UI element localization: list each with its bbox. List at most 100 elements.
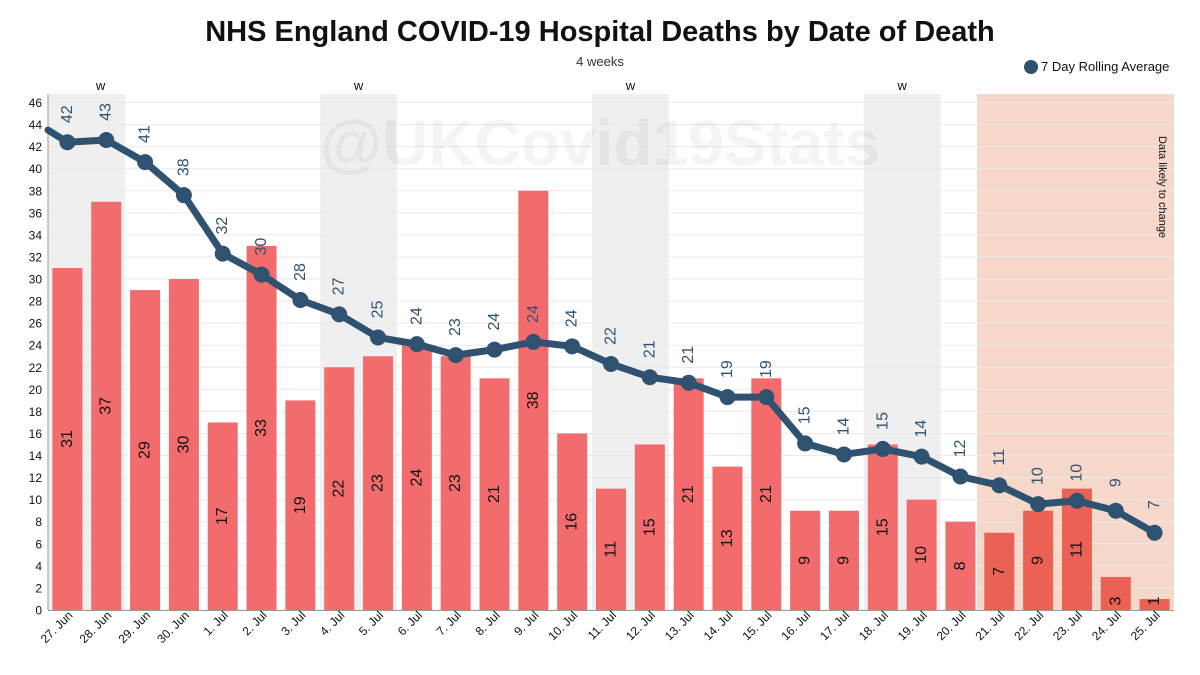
x-tick-label: 7. Jul xyxy=(434,608,464,638)
bar xyxy=(401,345,432,610)
bar xyxy=(1061,488,1092,610)
bar xyxy=(634,444,665,610)
rolling-average-label: 22 xyxy=(603,327,620,345)
bar xyxy=(945,521,976,610)
bar xyxy=(673,378,704,610)
x-tick-label: 2. Jul xyxy=(239,608,269,638)
y-tick-label: 22 xyxy=(29,361,43,375)
bar-value-label: 31 xyxy=(59,430,76,448)
y-tick-label: 0 xyxy=(35,604,42,618)
rolling-average-point xyxy=(292,291,309,308)
x-tick-label: 30. Jun xyxy=(154,608,192,646)
y-tick-label: 2 xyxy=(35,581,42,595)
bar xyxy=(285,400,316,610)
bar xyxy=(557,433,588,610)
x-tick-label: 19. Jul xyxy=(895,608,930,643)
bar-value-label: 21 xyxy=(758,485,775,503)
bar-value-label: 21 xyxy=(486,485,503,503)
rolling-average-point xyxy=(797,435,814,452)
rolling-average-label: 43 xyxy=(98,103,115,121)
x-tick-label: 9. Jul xyxy=(511,608,541,638)
bar xyxy=(479,378,510,610)
rolling-average-point xyxy=(1146,524,1163,541)
rolling-average-label: 27 xyxy=(331,277,348,295)
rolling-average-label: 21 xyxy=(680,346,697,364)
bar xyxy=(751,378,782,610)
y-tick-label: 8 xyxy=(35,515,42,529)
x-tick-label: 16. Jul xyxy=(778,608,813,643)
rolling-average-point xyxy=(680,374,697,391)
bar-value-label: 15 xyxy=(874,518,891,536)
rolling-average-point xyxy=(525,333,542,350)
x-tick-label: 8. Jul xyxy=(472,608,502,638)
x-tick-label: 23. Jul xyxy=(1050,608,1085,643)
y-tick-label: 18 xyxy=(29,405,43,419)
bar xyxy=(1023,510,1054,610)
bar xyxy=(1100,576,1131,610)
rolling-average-label: 24 xyxy=(564,309,581,327)
bar xyxy=(790,510,821,610)
rolling-average-point xyxy=(952,468,969,485)
x-tick-label: 13. Jul xyxy=(662,608,697,643)
rolling-average-point xyxy=(59,134,76,151)
bar-value-label: 8 xyxy=(952,561,969,570)
y-tick-label: 14 xyxy=(29,449,43,463)
y-tick-label: 20 xyxy=(29,383,43,397)
rolling-average-label: 28 xyxy=(292,263,309,281)
bar-value-label: 23 xyxy=(370,474,387,492)
rolling-average-point xyxy=(719,389,736,406)
rolling-average-label: 21 xyxy=(641,340,658,358)
rolling-average-label: 41 xyxy=(137,125,154,143)
bar-value-label: 3 xyxy=(1107,596,1124,605)
rolling-average-label: 14 xyxy=(835,417,852,435)
bar xyxy=(168,279,199,610)
rolling-average-label: 24 xyxy=(408,307,425,325)
y-tick-label: 10 xyxy=(29,493,43,507)
provisional-annotation: Data likely to change xyxy=(1156,136,1168,238)
legend-label: 7 Day Rolling Average xyxy=(1041,59,1170,74)
x-tick-label: 1. Jul xyxy=(201,608,231,638)
bar xyxy=(130,290,161,610)
bar-value-label: 21 xyxy=(680,485,697,503)
x-tick-label: 11. Jul xyxy=(585,608,619,642)
x-tick-label: 5. Jul xyxy=(356,608,386,638)
rolling-average-point xyxy=(370,329,387,346)
bar-value-label: 17 xyxy=(214,507,231,525)
chart-title: NHS England COVID-19 Hospital Deaths by … xyxy=(205,16,995,48)
bar xyxy=(867,444,898,610)
bar-value-label: 9 xyxy=(1030,556,1047,565)
rolling-average-point xyxy=(1068,492,1085,509)
rolling-average-point xyxy=(331,306,348,323)
rolling-average-label: 9 xyxy=(1107,478,1124,487)
weekend-label: w xyxy=(95,78,106,93)
y-tick-label: 40 xyxy=(29,162,43,176)
x-tick-label: 15. Jul xyxy=(740,608,775,643)
rolling-average-label: 11 xyxy=(991,449,1008,466)
chart-subtitle: 4 weeks xyxy=(576,54,624,69)
x-tick-label: 10. Jul xyxy=(545,608,580,643)
x-tick-label: 27. Jun xyxy=(38,608,76,646)
bar-value-label: 22 xyxy=(331,480,348,498)
rolling-average-label: 32 xyxy=(214,217,231,235)
rolling-average-point xyxy=(214,245,231,262)
x-tick-label: 25. Jul xyxy=(1128,608,1163,643)
bar-value-label: 19 xyxy=(292,496,309,514)
y-tick-label: 32 xyxy=(29,250,43,264)
rolling-average-point xyxy=(913,448,930,465)
bar-value-label: 7 xyxy=(991,567,1008,576)
y-tick-label: 24 xyxy=(29,339,43,353)
rolling-average-label: 25 xyxy=(370,300,387,318)
bar-value-label: 24 xyxy=(408,469,425,487)
rolling-average-point xyxy=(564,338,581,355)
rolling-average-point xyxy=(874,440,891,457)
y-tick-label: 34 xyxy=(29,228,43,242)
rolling-average-point xyxy=(175,187,192,204)
x-tick-label: 28. Jun xyxy=(77,608,115,646)
bar xyxy=(207,422,238,610)
rolling-average-point xyxy=(408,336,425,353)
watermark: @UKCovid19Stats xyxy=(320,107,880,179)
bar-value-label: 13 xyxy=(719,529,736,547)
rolling-average-point xyxy=(603,355,619,372)
rolling-average-point xyxy=(98,132,115,149)
